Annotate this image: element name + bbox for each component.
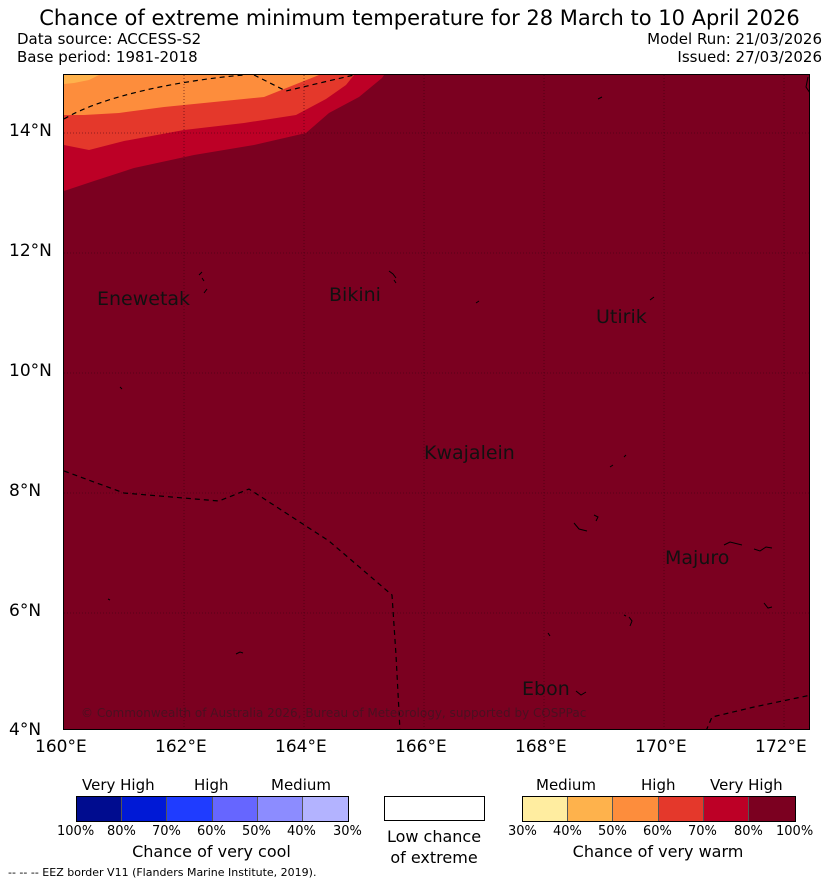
- cool-swatch: [122, 797, 168, 821]
- issued-date: Issued: 27/03/2026: [677, 48, 822, 66]
- warm-category-very-high: Very High: [710, 776, 783, 794]
- cool-colorbar: [76, 796, 349, 822]
- eez-border: [64, 75, 809, 729]
- place-label-utirik: Utirik: [596, 306, 647, 328]
- lat-tick: 14°N: [9, 121, 52, 141]
- probability-area-50-60: [64, 75, 319, 115]
- warm-scale-label: 60%: [643, 824, 672, 839]
- cool-scale-label: 30%: [333, 824, 362, 839]
- lat-tick: 10°N: [9, 361, 52, 381]
- atoll-outlines: [107, 76, 809, 696]
- cool-swatch: [77, 797, 123, 821]
- cool-swatch: [302, 797, 349, 821]
- warm-swatch: [523, 797, 569, 821]
- cool-scale-label: 60%: [197, 824, 226, 839]
- lon-tick: 162°E: [155, 737, 207, 757]
- lat-tick: 8°N: [9, 481, 42, 501]
- lon-tick: 164°E: [275, 737, 327, 757]
- place-label-bikini: Bikini: [329, 284, 381, 306]
- warm-scale-label: 30%: [508, 824, 537, 839]
- cool-scale-label: 40%: [287, 824, 316, 839]
- data-source: Data source: ACCESS-S2: [17, 30, 202, 48]
- warm-scale-label: 50%: [598, 824, 627, 839]
- lon-tick: 172°E: [755, 737, 807, 757]
- place-label-kwajalein: Kwajalein: [424, 442, 515, 464]
- cool-scale-label: 70%: [152, 824, 181, 839]
- warm-category-medium: Medium: [536, 776, 596, 794]
- warm-swatch: [748, 797, 795, 821]
- probability-area-very-high: [64, 75, 809, 729]
- base-period: Base period: 1981-2018: [17, 48, 198, 66]
- warm-scale-label: 100%: [776, 824, 814, 839]
- warm-colorbar: [522, 796, 796, 822]
- graticule: [64, 75, 809, 729]
- cool-swatch: [167, 797, 213, 821]
- warm-swatch: [658, 797, 704, 821]
- warm-scale-label: 80%: [734, 824, 763, 839]
- lon-tick: 170°E: [635, 737, 687, 757]
- chart-title: Chance of extreme minimum temperature fo…: [39, 6, 800, 30]
- lon-tick: 168°E: [515, 737, 567, 757]
- cool-legend-caption: Chance of very cool: [132, 842, 291, 861]
- place-label-ebon: Ebon: [522, 678, 570, 700]
- cool-category-high: High: [194, 776, 229, 794]
- warm-swatch: [703, 797, 749, 821]
- lat-tick: 12°N: [9, 241, 52, 261]
- cool-category-very-high: Very High: [82, 776, 155, 794]
- copyright-note: © Commonwealth of Australia 2026, Bureau…: [81, 706, 587, 720]
- cool-swatch: [212, 797, 258, 821]
- warm-category-high: High: [641, 776, 676, 794]
- cool-scale-label: 50%: [242, 824, 271, 839]
- eez-border-note: -- -- -- EEZ border V11 (Flanders Marine…: [8, 866, 317, 879]
- place-label-enewetak: Enewetak: [97, 288, 191, 310]
- cool-category-medium: Medium: [271, 776, 331, 794]
- forecast-map: Enewetak Bikini Utirik Kwajalein Majuro …: [63, 74, 810, 730]
- map-canvas: [64, 75, 809, 729]
- warm-scale-label: 40%: [553, 824, 582, 839]
- lat-tick: 4°N: [9, 720, 42, 740]
- low-chance-swatch: [384, 796, 485, 821]
- lon-tick: 166°E: [395, 737, 447, 757]
- model-run: Model Run: 21/03/2026: [647, 30, 822, 48]
- probability-area-40-50: [64, 75, 99, 84]
- lat-tick: 6°N: [9, 601, 42, 621]
- place-label-majuro: Majuro: [665, 547, 730, 569]
- cool-scale-label: 80%: [107, 824, 136, 839]
- warm-swatch: [613, 797, 659, 821]
- lon-tick: 160°E: [35, 737, 87, 757]
- cool-scale-label: 100%: [57, 824, 95, 839]
- low-chance-caption-line1: Low chance: [386, 827, 482, 846]
- warm-scale-label: 70%: [688, 824, 717, 839]
- warm-legend-caption: Chance of very warm: [572, 842, 744, 861]
- cool-swatch: [257, 797, 303, 821]
- low-chance-caption-line2: of extreme: [390, 848, 478, 867]
- warm-swatch: [568, 797, 614, 821]
